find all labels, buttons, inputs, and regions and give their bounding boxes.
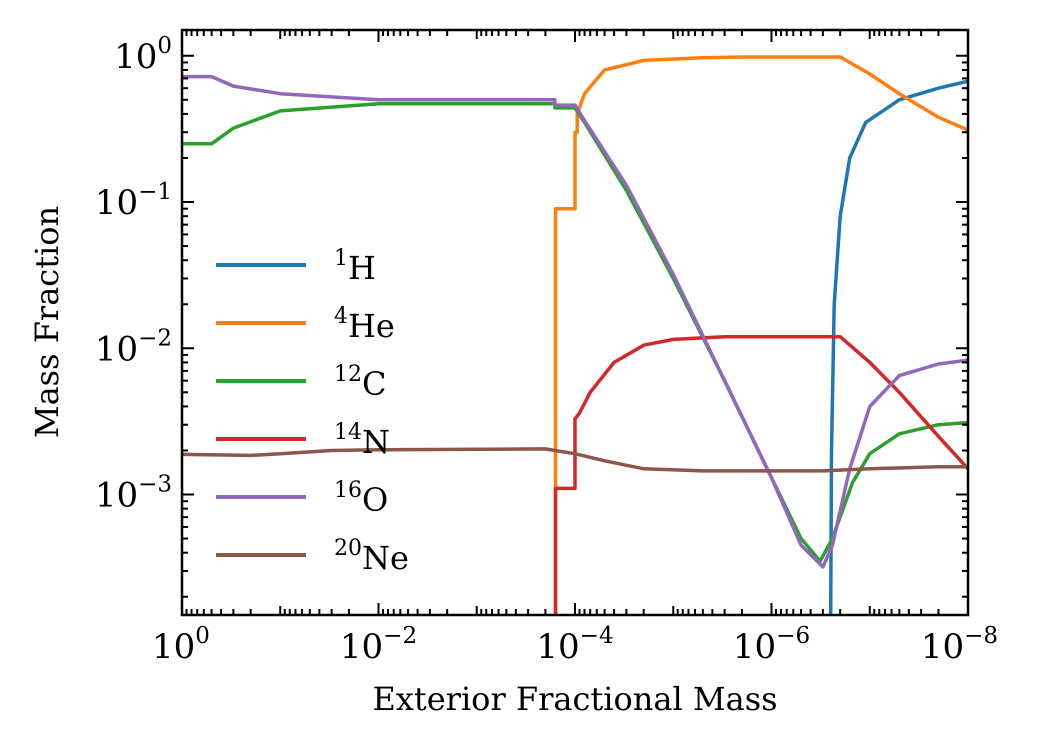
x-tick-label: 10−6 [733, 623, 810, 667]
tick-labels: 100 10−2 10−4 10−6 10−8 100 10−1 10−2 10−3 [95, 33, 998, 667]
legend-label-n: 14N [334, 420, 390, 461]
legend-label-ne: 20Ne [334, 536, 409, 577]
series-line-he [553, 55, 968, 615]
legend-label-c: 12C [334, 362, 386, 403]
x-tick-label: 100 [152, 623, 210, 667]
series-line-n [553, 334, 968, 615]
x-tick-label: 10−4 [536, 623, 613, 667]
x-axis-label: Exterior Fractional Mass [372, 680, 777, 718]
x-tick-label: 10−2 [340, 623, 417, 667]
legend: 1H 4He 12C 14N 16O 20Ne [216, 246, 409, 577]
plot-frame [180, 28, 970, 617]
series-line-h [828, 79, 968, 615]
x-tick-label: 10−8 [921, 623, 998, 667]
y-tick-label: 100 [114, 33, 172, 77]
y-axis-label: Mass Fraction [28, 206, 66, 438]
legend-label-o: 16O [334, 478, 388, 519]
series-line-o [182, 74, 968, 569]
legend-label-he: 4He [334, 304, 395, 345]
series-layer [182, 55, 968, 615]
y-tick-label: 10−1 [95, 179, 172, 223]
y-tick-label: 10−2 [95, 325, 172, 369]
legend-label-h: 1H [334, 246, 376, 287]
y-tick-label: 10−3 [95, 472, 172, 516]
series-line-ne [182, 447, 968, 473]
